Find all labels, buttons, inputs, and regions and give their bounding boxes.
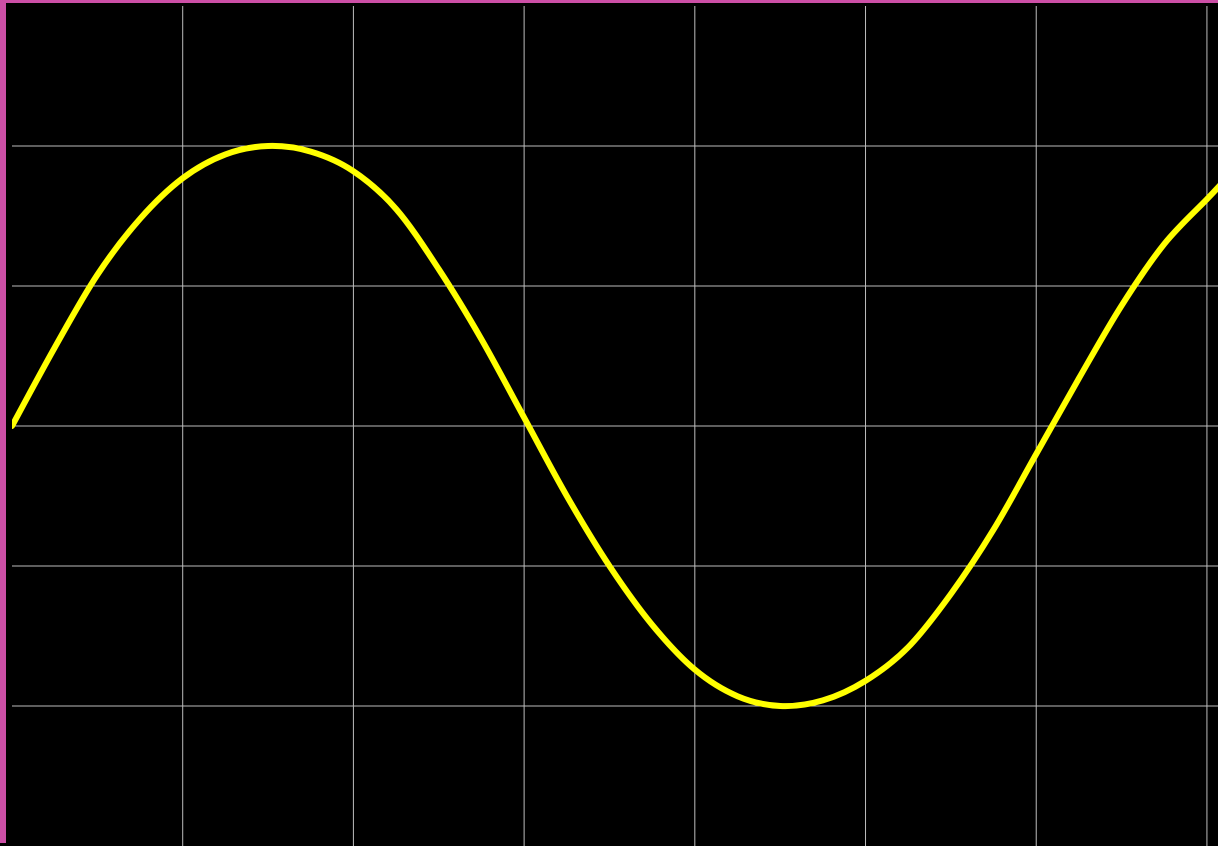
grid-lines (12, 6, 1218, 846)
waveform-plot (12, 6, 1218, 846)
signal-trace (12, 142, 1218, 710)
trace-layer (12, 142, 1218, 710)
